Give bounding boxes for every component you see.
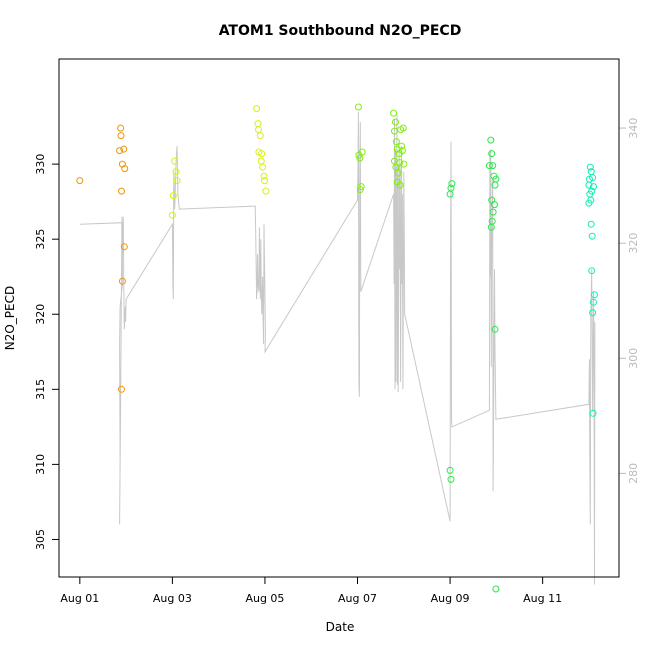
- data-point: [254, 120, 262, 128]
- data-point: [121, 165, 129, 173]
- data-point: [589, 409, 597, 417]
- data-point: [399, 124, 407, 132]
- points-layer: [76, 103, 598, 593]
- data-point: [256, 132, 264, 140]
- data-point: [489, 162, 497, 170]
- profile-line-layer: [79, 111, 596, 585]
- data-point: [169, 192, 177, 200]
- data-point: [358, 148, 366, 156]
- y2-tick-label: 280: [627, 463, 640, 484]
- data-point: [588, 267, 596, 275]
- data-point: [396, 181, 404, 189]
- data-point: [173, 177, 181, 185]
- data-point: [392, 163, 400, 171]
- data-point: [172, 168, 180, 176]
- y2-tick-label: 340: [627, 118, 640, 139]
- data-point: [586, 163, 594, 171]
- y-tick-label: 305: [34, 529, 47, 550]
- data-point: [585, 181, 593, 189]
- y-tick-label: 325: [34, 229, 47, 250]
- y2-tick-label: 300: [627, 348, 640, 369]
- y-tick-label: 330: [34, 154, 47, 175]
- data-point: [491, 325, 499, 333]
- profile-line: [79, 111, 596, 585]
- data-point: [118, 385, 125, 393]
- data-point: [447, 475, 455, 483]
- data-point: [356, 154, 364, 162]
- data-point: [356, 186, 364, 194]
- data-point: [392, 118, 399, 126]
- data-point: [390, 109, 398, 117]
- data-point: [394, 169, 402, 177]
- y2-tick-label: 320: [627, 233, 640, 254]
- y-tick-label: 315: [34, 379, 47, 400]
- x-tick-label: Aug 05: [245, 592, 284, 605]
- data-point: [76, 177, 84, 185]
- data-point: [258, 150, 266, 158]
- data-point: [588, 187, 596, 195]
- data-point: [261, 177, 268, 185]
- data-point: [396, 159, 404, 167]
- x-tick-label: Aug 09: [431, 592, 470, 605]
- x-tick-label: Aug 07: [338, 592, 377, 605]
- data-point: [117, 132, 125, 140]
- data-point: [485, 162, 493, 170]
- data-point: [357, 183, 365, 191]
- data-point: [398, 147, 406, 155]
- data-point: [257, 157, 265, 165]
- x-axis-label: Date: [326, 620, 355, 634]
- data-point: [588, 232, 596, 240]
- y-tick-label: 320: [34, 304, 47, 325]
- data-point: [590, 183, 597, 191]
- data-point: [354, 103, 362, 111]
- y-tick-label: 310: [34, 454, 47, 475]
- data-point: [120, 145, 128, 153]
- data-point: [447, 184, 455, 192]
- data-point: [118, 277, 126, 285]
- data-point: [589, 309, 597, 317]
- data-point: [488, 217, 496, 225]
- data-point: [492, 175, 500, 183]
- plot-frame: [58, 58, 620, 578]
- data-point: [590, 298, 597, 306]
- x-tick-label: Aug 01: [60, 592, 99, 605]
- data-point: [448, 180, 456, 188]
- data-point: [120, 243, 128, 251]
- data-point: [487, 136, 495, 144]
- data-point: [392, 138, 400, 146]
- data-point: [446, 190, 454, 198]
- data-point: [255, 126, 262, 134]
- data-point: [171, 157, 179, 165]
- data-point: [446, 466, 454, 474]
- x-tick-label: Aug 03: [153, 592, 192, 605]
- data-point: [585, 199, 593, 207]
- data-point: [491, 201, 498, 209]
- data-point: [118, 187, 125, 195]
- data-point: [260, 172, 268, 180]
- data-point: [259, 163, 267, 171]
- x-tick-label: Aug 11: [523, 592, 562, 605]
- data-point: [262, 187, 270, 195]
- data-point: [117, 124, 125, 132]
- data-point: [587, 220, 595, 228]
- data-point: [589, 174, 597, 182]
- data-point: [400, 160, 408, 168]
- y-axis-label: N2O_PECD: [3, 286, 17, 351]
- data-point: [488, 150, 496, 158]
- chart-title: ATOM1 Southbound N2O_PECD: [219, 23, 462, 39]
- data-point: [116, 147, 124, 155]
- data-point: [168, 211, 176, 219]
- data-point: [253, 105, 261, 112]
- data-point: [398, 142, 405, 150]
- data-point: [489, 208, 497, 216]
- data-point: [591, 291, 598, 299]
- data-point: [492, 585, 500, 593]
